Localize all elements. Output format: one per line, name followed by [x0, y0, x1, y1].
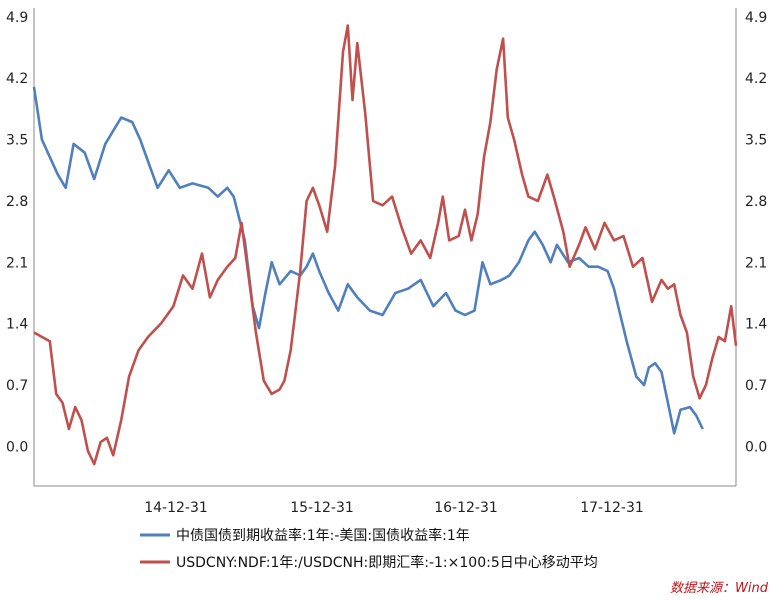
- left-y-tick-label: 2.1: [6, 255, 28, 271]
- x-tick-group: 14-12-31 15-12-31 16-12-31 17-12-31: [144, 500, 644, 516]
- legend-label-series-1: 中债国债到期收益率:1年:-美国:国债收益率:1年: [176, 527, 470, 544]
- left-y-tick-label: 0.0: [6, 440, 28, 456]
- left-y-tick-group: 0.0 0.7 1.4 2.1 2.8 3.5 4.2 4.9: [6, 10, 28, 456]
- x-tick-label: 15-12-31: [290, 500, 354, 516]
- left-y-tick-label: 1.4: [6, 317, 28, 333]
- legend-label-series-2: USDCNY:NDF:1年:/USDCNH:即期汇率:-1:×100:5日中心移…: [176, 554, 598, 571]
- series-line-2: [33, 24, 738, 466]
- right-y-tick-label: 4.9: [745, 10, 767, 26]
- right-y-tick-label: 0.7: [745, 378, 767, 394]
- left-y-tick-label: 2.8: [6, 194, 28, 210]
- left-y-tick-label: 3.5: [6, 133, 28, 149]
- series-line-1: [32, 86, 704, 435]
- series-group: [32, 24, 738, 466]
- left-y-tick-label: 4.9: [6, 10, 28, 26]
- right-y-tick-label: 2.1: [745, 255, 767, 271]
- left-y-tick-label: 0.7: [6, 378, 28, 394]
- left-y-tick-label: 4.2: [6, 71, 28, 87]
- right-y-tick-label: 2.8: [745, 194, 767, 210]
- chart-axes: [33, 8, 737, 487]
- right-y-tick-label: 1.4: [745, 317, 767, 333]
- source-note: 数据来源：Wind: [670, 581, 768, 596]
- x-tick-label: 16-12-31: [434, 500, 498, 516]
- x-tick-label: 14-12-31: [144, 500, 208, 516]
- legend: 中债国债到期收益率:1年:-美国:国债收益率:1年 USDCNY:NDF:1年:…: [140, 527, 598, 571]
- right-y-tick-label: 3.5: [745, 133, 767, 149]
- right-y-tick-group: 0.0 0.7 1.4 2.1 2.8 3.5 4.2 4.9: [745, 10, 767, 456]
- x-tick-label: 17-12-31: [580, 500, 644, 516]
- right-y-tick-label: 0.0: [745, 440, 767, 456]
- right-y-tick-label: 4.2: [745, 71, 767, 87]
